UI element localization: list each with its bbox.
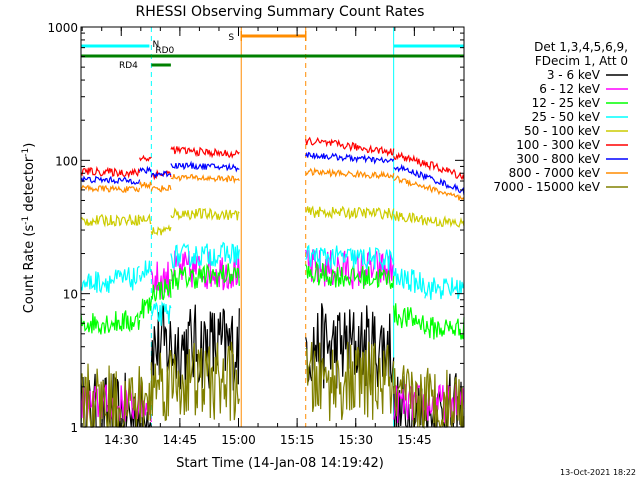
series-8-segment-1 [150, 341, 240, 422]
series-2-segment-2 [150, 278, 172, 302]
y-tick-label: 1 [70, 421, 78, 435]
series-5-segment-4 [305, 136, 395, 157]
y-tick-label: 100 [55, 154, 78, 168]
plot-frame [80, 26, 465, 428]
legend-entry-label: 100 - 300 keV [516, 138, 600, 152]
y-label-part-1: Count Rate (s [22, 225, 37, 314]
x-tick-label: 15:15 [280, 433, 315, 447]
legend-header-line-2: FDecim 1, Att 0 [535, 54, 628, 68]
series-3-segment-4 [305, 244, 395, 271]
series-6-segment-4 [305, 151, 395, 165]
series-800-7000keV [80, 166, 465, 201]
series-4-segment-0 [80, 213, 141, 228]
rd4-bar-label: RD4 [119, 61, 138, 71]
series-7-segment-2 [150, 184, 172, 193]
series-8-segment-2 [305, 341, 395, 422]
saa-bar-label: S [228, 33, 234, 43]
series-5-segment-2 [150, 169, 172, 181]
series-8-segment-3 [393, 365, 465, 430]
series-4-segment-1 [139, 213, 152, 225]
y-label-part-3: detector [22, 156, 37, 216]
legend-entry-label: 300 - 800 keV [516, 152, 600, 166]
legend: Det 1,3,4,5,6,9, FDecim 1, Att 0 3 - 6 k… [493, 40, 628, 194]
legend-entry-label: 25 - 50 keV [532, 110, 601, 124]
series-group [80, 136, 465, 430]
x-tick-label: 14:30 [104, 433, 139, 447]
series-7-segment-4 [305, 166, 395, 180]
series-3-segment-2 [150, 301, 172, 326]
x-axis-label: Start Time (14-Jan-08 14:19:42) [176, 456, 384, 471]
series-3-segment-0 [80, 266, 140, 294]
series-12-25keV [80, 261, 465, 340]
series-2-segment-0 [80, 310, 141, 335]
series-7000-15000keV [80, 341, 465, 430]
series-2-segment-5 [393, 303, 426, 335]
series-2-segment-1 [139, 297, 152, 319]
legend-entry-label: 3 - 6 keV [547, 68, 601, 82]
series-6-segment-0 [80, 175, 141, 185]
footer-date: 13-Oct-2021 18:22 [560, 468, 636, 477]
legend-entry-label: 6 - 12 keV [539, 82, 601, 96]
series-25-50keV [80, 241, 465, 326]
series-8-segment-0 [80, 363, 152, 428]
series-7-segment-1 [139, 180, 152, 190]
x-tick-label: 15:30 [338, 433, 373, 447]
series-4-segment-2 [150, 224, 172, 236]
y-label-part-4: -1 [21, 148, 31, 157]
legend-entry-label: 800 - 7000 keV [509, 166, 601, 180]
x-tick-label: 15:45 [397, 433, 432, 447]
x-tick-label: 15:00 [221, 433, 256, 447]
series-4-segment-4 [305, 205, 395, 221]
series-2-segment-4 [305, 261, 395, 289]
legend-entry-label: 7000 - 15000 keV [493, 180, 600, 194]
series-5-segment-3 [170, 145, 240, 159]
plot-background [81, 27, 464, 427]
x-tick-label: 14:45 [163, 433, 198, 447]
series-4-segment-3 [170, 207, 240, 221]
series-7-segment-3 [170, 173, 240, 184]
series-5-segment-1 [139, 154, 152, 162]
series-100-300keV [80, 136, 465, 181]
y-axis-label: Count Rate (s-1 detector-1) [21, 143, 37, 314]
series-5-segment-0 [80, 165, 141, 179]
series-3-segment-5 [393, 268, 426, 294]
series-50-100keV [80, 205, 465, 236]
series-2-segment-3 [170, 263, 240, 290]
series-4-segment-5 [393, 211, 465, 228]
series-6-segment-2 [150, 170, 172, 179]
y-tick-label: 1000 [47, 21, 78, 35]
legend-entry-label: 12 - 25 keV [532, 96, 601, 110]
series-300-800keV [80, 151, 465, 196]
series-7-segment-0 [80, 184, 141, 193]
instrument-state-bars: N S RD0 RD4 [81, 31, 464, 71]
series-3-segment-3 [170, 241, 240, 269]
series-7-segment-5 [393, 175, 465, 201]
legend-header-line-1: Det 1,3,4,5,6,9, [534, 40, 628, 54]
series-6-segment-3 [170, 160, 240, 173]
series-6-segment-1 [139, 165, 152, 174]
series-6-segment-5 [393, 163, 465, 196]
series-3-segment-1 [139, 260, 152, 282]
chart-title: RHESSI Observing Summary Count Rates [136, 4, 425, 20]
legend-entry-label: 50 - 100 keV [524, 124, 601, 138]
night-label-label: N [153, 40, 160, 50]
series-2-segment-6 [424, 316, 465, 340]
y-tick-label: 10 [63, 288, 78, 302]
axes: 14:30 14:45 15:00 15:15 15:30 15:45 1 10 100 1000 [47, 21, 465, 447]
plot-area [81, 27, 464, 427]
rd0-bar-label: RD0 [155, 46, 174, 56]
series-0-segment-1 [150, 304, 240, 391]
series-5-segment-5 [393, 151, 465, 181]
series-1-segment-1 [150, 261, 172, 300]
y-label-part-5: ) [22, 143, 37, 148]
series-3-segment-6 [424, 277, 465, 300]
y-label-part-2: -1 [21, 216, 31, 225]
